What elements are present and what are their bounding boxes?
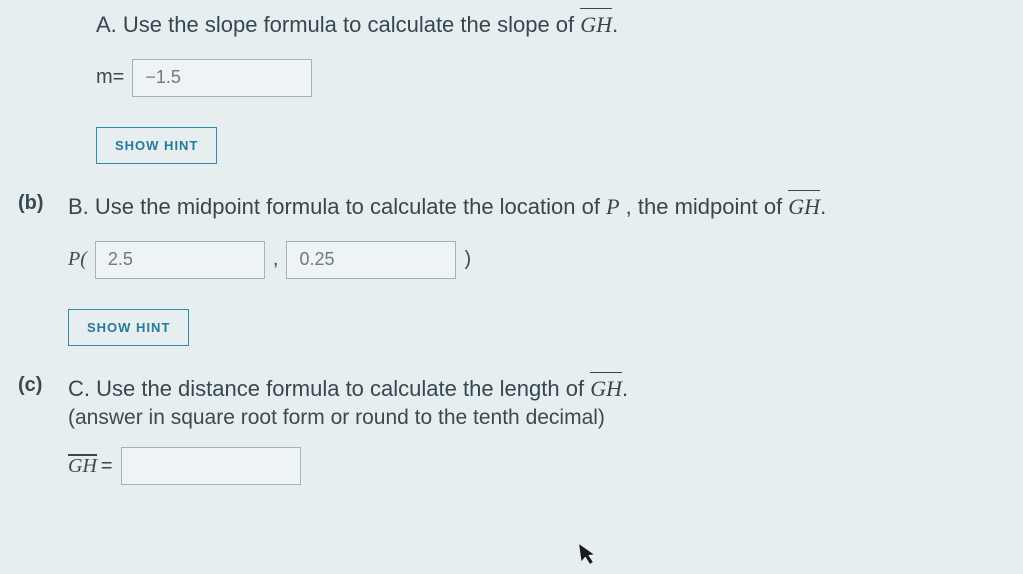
part-a: A. Use the slope formula to calculate th… — [18, 8, 1005, 164]
show-hint-button-a[interactable]: SHOW HINT — [96, 127, 217, 164]
p-open-label: P( — [68, 248, 87, 271]
length-input[interactable] — [121, 447, 301, 485]
gh-segment-label: GH — [68, 454, 97, 478]
part-b-answer-row: P( , ) — [68, 241, 1005, 279]
part-c-text-suffix: . — [622, 376, 628, 401]
worksheet-page: A. Use the slope formula to calculate th… — [0, 0, 1023, 529]
part-c-answer-row: GH= — [68, 447, 1005, 485]
part-c-subtext: (answer in square root form or round to … — [68, 403, 1005, 433]
slope-input[interactable] — [132, 59, 312, 97]
part-c: (c) C. Use the distance formula to calcu… — [18, 372, 1005, 485]
equals: = — [101, 455, 113, 478]
part-b: (b) B. Use the midpoint formula to calcu… — [18, 190, 1005, 346]
cursor-icon — [578, 541, 600, 573]
part-b-prompt: B. Use the midpoint formula to calculate… — [68, 190, 1005, 223]
part-a-answer-row: m= — [96, 59, 1005, 97]
m-label: m= — [96, 66, 124, 89]
show-hint-button-b[interactable]: SHOW HINT — [68, 309, 189, 346]
part-c-prompt: C. Use the distance formula to calculate… — [68, 372, 1005, 405]
comma: , — [273, 248, 279, 271]
segment-gh: GH — [580, 8, 612, 41]
p-variable: P — [606, 194, 619, 219]
part-a-text-suffix: . — [612, 12, 618, 37]
part-b-text-suffix: . — [820, 194, 826, 219]
midpoint-y-input[interactable] — [286, 241, 456, 279]
segment-gh-c: GH — [590, 372, 622, 405]
part-c-marker: (c) — [18, 372, 68, 397]
part-a-prompt: A. Use the slope formula to calculate th… — [96, 8, 1005, 41]
part-c-text-prefix: C. Use the distance formula to calculate… — [68, 376, 590, 401]
part-b-text-prefix: B. Use the midpoint formula to calculate… — [68, 194, 606, 219]
part-a-text-prefix: A. Use the slope formula to calculate th… — [96, 12, 580, 37]
segment-gh-b: GH — [788, 190, 820, 223]
close-paren: ) — [464, 248, 471, 271]
part-b-marker: (b) — [18, 190, 68, 215]
part-b-text-mid: , the midpoint of — [620, 194, 789, 219]
midpoint-x-input[interactable] — [95, 241, 265, 279]
